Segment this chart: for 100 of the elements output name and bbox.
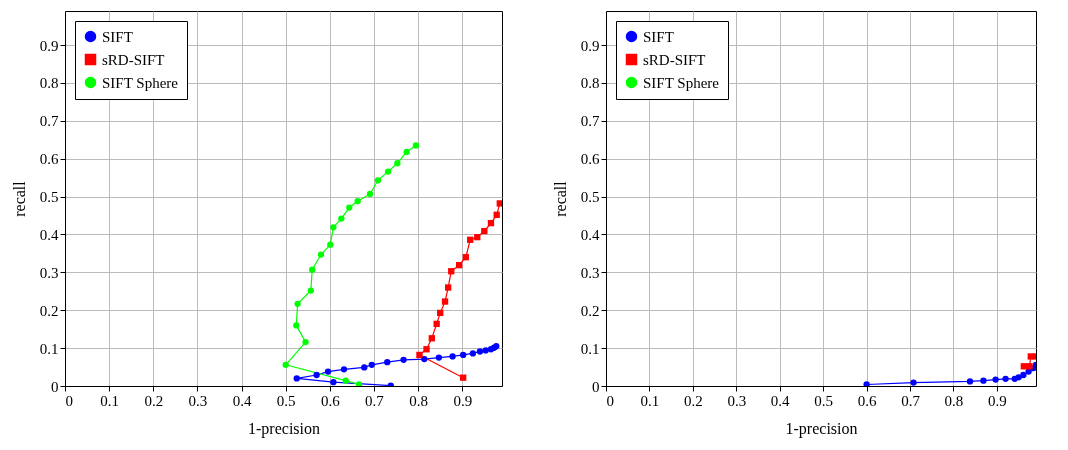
x-tick-label: 0.8 (944, 392, 964, 409)
x-tick-label: 0.7 (365, 392, 385, 409)
point (368, 361, 375, 368)
point (437, 309, 444, 317)
point (863, 381, 870, 386)
point (394, 160, 401, 167)
y-tick-label: 0.2 (580, 302, 600, 319)
legend-label: sRD-SIFT (643, 51, 706, 68)
point (980, 377, 987, 384)
legend-label: sRD-SIFT (102, 51, 165, 68)
point (493, 211, 500, 218)
x-tick-label: 0 (606, 392, 614, 409)
point (338, 215, 345, 222)
point (412, 142, 420, 149)
y-tick-label: 0.4 (580, 226, 600, 243)
point (330, 379, 337, 386)
point (403, 148, 410, 156)
point (421, 355, 428, 363)
y-tick-label: 0.5 (39, 189, 59, 206)
point (441, 298, 449, 305)
point (433, 320, 440, 328)
point (294, 300, 301, 307)
point (346, 204, 353, 211)
point (293, 322, 300, 329)
point (324, 368, 332, 375)
x-tick-label: 0 (65, 392, 73, 409)
x-tick-label: 0.9 (988, 392, 1007, 409)
legend-label: SIFT Sphere (643, 74, 720, 91)
point (309, 266, 316, 273)
legend-label: SIFT (102, 28, 133, 45)
y-tick-label: 0.9 (39, 37, 59, 54)
point (317, 251, 325, 258)
point (449, 353, 456, 360)
point (340, 366, 348, 373)
point (459, 374, 467, 381)
y-tick-label: 0 (51, 378, 59, 395)
x-tick-label: 0.1 (640, 392, 660, 409)
x-tick-label: 0.8 (409, 392, 429, 409)
x-tick-label: 0.9 (453, 392, 473, 409)
point (366, 190, 374, 198)
point (910, 379, 917, 386)
x-tick-label: 0.6 (857, 392, 877, 409)
y-tick-label: 0.5 (580, 189, 600, 206)
y-axis-title: recall (551, 180, 569, 217)
point (354, 198, 361, 205)
point (330, 224, 337, 231)
point (1020, 371, 1027, 379)
y-tick-label: 0.7 (39, 113, 59, 130)
y-tick-label: 0.8 (39, 75, 59, 92)
point (313, 371, 320, 379)
point (1002, 375, 1009, 382)
point (482, 347, 489, 354)
point (282, 361, 289, 368)
point (469, 350, 477, 357)
point (293, 375, 300, 382)
y-tick-label: 0.3 (39, 264, 59, 281)
y-tick-label: 0.2 (39, 302, 59, 319)
point (361, 364, 368, 371)
point (428, 335, 435, 342)
point (487, 219, 495, 227)
x-tick-label: 0.7 (901, 392, 921, 409)
y-tick-label: 0.4 (39, 226, 59, 243)
point (448, 268, 455, 275)
y-tick-label: 0.1 (580, 340, 600, 357)
x-tick-label: 0.3 (188, 392, 208, 409)
point (476, 348, 484, 355)
legend-label: SIFT (643, 28, 674, 45)
point (966, 378, 974, 385)
point (327, 241, 334, 248)
y-tick-label: 0.6 (580, 151, 600, 168)
x-tick-label: 0.5 (814, 392, 834, 409)
x-tick-label: 0.1 (100, 392, 120, 409)
point (481, 227, 488, 235)
point (400, 356, 407, 364)
legend-label: SIFT Sphere (102, 74, 179, 91)
point (342, 377, 349, 384)
x-tick-label: 0.4 (770, 392, 791, 409)
point (416, 351, 423, 359)
y-tick-label: 0.9 (580, 37, 600, 54)
point (467, 236, 474, 243)
y-tick-label: 0.1 (39, 340, 59, 357)
point (423, 346, 430, 353)
x-tick-label: 0.4 (232, 392, 252, 409)
x-axis-title: 1-precision (248, 419, 320, 438)
point (307, 287, 315, 294)
x-tick-label: 0.3 (727, 392, 747, 409)
y-tick-label: 0.6 (39, 151, 59, 168)
x-tick-label: 0.5 (276, 392, 296, 409)
y-tick-label: 0.7 (580, 113, 600, 130)
x-tick-label: 0.2 (144, 392, 164, 409)
y-tick-label: 0 (592, 378, 600, 395)
x-axis-title: 1-precision (785, 419, 858, 438)
point (496, 200, 502, 207)
point (1026, 363, 1033, 370)
y-tick-label: 0.3 (580, 264, 600, 281)
point (374, 177, 382, 184)
point (302, 338, 309, 346)
point (444, 284, 452, 291)
y-axis-title: recall (10, 180, 28, 217)
x-tick-label: 0.2 (683, 392, 703, 409)
